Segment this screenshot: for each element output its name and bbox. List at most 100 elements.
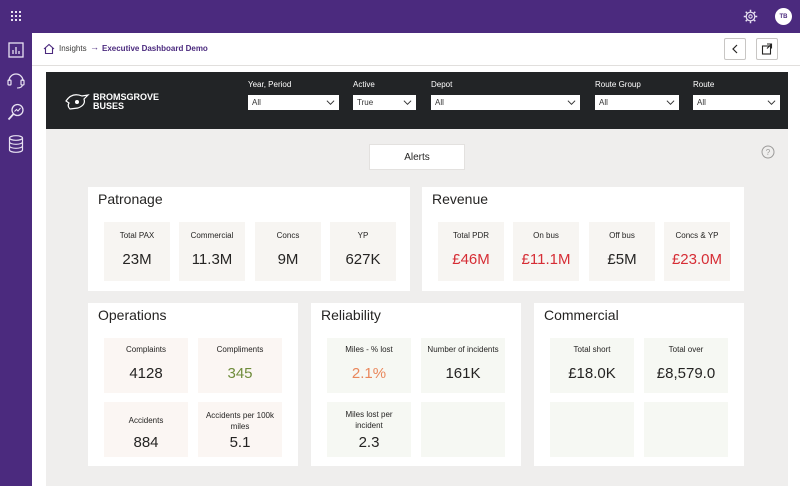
kpi-label: Miles - % lost	[345, 345, 393, 354]
reliability-card: Reliability Miles - % lost 2.1% Number o…	[311, 303, 521, 466]
filter-label: Route Group	[595, 80, 641, 89]
kpi-tile[interactable]: YP 627K	[330, 222, 396, 281]
filter-route-dropdown[interactable]: All	[693, 95, 780, 110]
kpi-tile[interactable]: Total PAX 23M	[104, 222, 170, 281]
filter-year-period-dropdown[interactable]: All	[248, 95, 339, 110]
home-icon[interactable]	[43, 43, 55, 55]
kpi-value: 9M	[277, 251, 299, 268]
kpi-tile[interactable]: Commercial 11.3M	[179, 222, 245, 281]
headset-icon[interactable]	[5, 69, 27, 91]
kpi-label: Off bus	[609, 231, 635, 240]
avatar[interactable]: TB	[775, 8, 792, 25]
kpi-value: 2.3	[358, 434, 380, 451]
chevron-down-icon	[567, 100, 576, 106]
kpi-value: £8,579.0	[656, 365, 716, 382]
kpi-value: £5M	[607, 251, 637, 268]
kpi-tile[interactable]: Accidents per 100k miles 5.1	[198, 402, 282, 457]
card-title: Revenue	[432, 191, 489, 207]
kpi-tile[interactable]: Complaints 4128	[104, 338, 188, 393]
filter-value: All	[435, 98, 444, 107]
chevron-left-icon	[732, 44, 738, 54]
filter-label: Depot	[431, 80, 453, 89]
filter-value: All	[252, 98, 261, 107]
back-button[interactable]	[724, 38, 746, 60]
kpi-tile[interactable]: Total PDR £46M	[438, 222, 504, 281]
card-title: Reliability	[321, 307, 381, 323]
kpi-tile[interactable]: Total over £8,579.0	[644, 338, 728, 393]
database-icon[interactable]	[5, 133, 27, 155]
kpi-value: £18.0K	[568, 365, 616, 382]
revenue-card: Revenue Total PDR £46M On bus £11.1M Off…	[422, 187, 744, 291]
page-title: Executive Dashboard Demo	[102, 44, 208, 53]
chevron-down-icon	[666, 100, 675, 106]
filter-route-group-dropdown[interactable]: All	[595, 95, 679, 110]
kpi-label: Compliments	[216, 345, 264, 354]
filter-active-dropdown[interactable]: True	[353, 95, 416, 110]
kpi-value: 4128	[129, 365, 163, 382]
kpi-tile[interactable]: Total short £18.0K	[550, 338, 634, 393]
kpi-value: 5.1	[229, 434, 251, 451]
kpi-label: On bus	[533, 231, 559, 240]
filter-depot-dropdown[interactable]: All	[431, 95, 580, 110]
logo-text-line2: BUSES	[93, 101, 124, 111]
gear-icon[interactable]	[743, 9, 758, 24]
kpi-tile[interactable]: On bus £11.1M	[513, 222, 579, 281]
kpi-tile[interactable]: Compliments 345	[198, 338, 282, 393]
breadcrumb: Insights → Executive Dashboard Demo	[32, 33, 800, 66]
filter-label: Year, Period	[248, 80, 292, 89]
breadcrumb-insights-link[interactable]: Insights	[59, 44, 87, 53]
kpi-tile[interactable]: Concs & YP £23.0M	[664, 222, 730, 281]
svg-text:?: ?	[766, 148, 771, 157]
company-logo: BROMSGROVE BUSES	[65, 92, 159, 111]
kpi-label: Miles lost per incident	[345, 410, 393, 430]
kpi-tile[interactable]: Miles lost per incident 2.3	[327, 402, 411, 457]
breadcrumb-separator: →	[90, 42, 99, 52]
chevron-down-icon	[767, 100, 776, 106]
filter-label: Route	[693, 80, 715, 89]
filter-value: All	[599, 98, 608, 107]
kpi-label: Total PAX	[119, 231, 155, 240]
search-analytics-icon[interactable]	[5, 101, 27, 123]
kpi-label: Total short	[573, 345, 611, 354]
kpi-value: 11.3M	[191, 251, 233, 268]
kpi-tile[interactable]: Number of incidents 161K	[421, 338, 505, 393]
kpi-label: Number of incidents	[427, 345, 499, 354]
filter-active: Active True	[353, 80, 416, 110]
filter-banner: BROMSGROVE BUSES Year, Period All Active…	[46, 72, 788, 129]
kpi-label: Accidents	[128, 416, 164, 425]
share-icon	[761, 43, 773, 55]
kpi-value: £23.0M	[671, 251, 723, 268]
kpi-value: 627K	[345, 251, 381, 268]
kpi-tile[interactable]: Accidents 884	[104, 402, 188, 457]
alerts-button[interactable]: Alerts	[369, 144, 465, 170]
left-rail	[0, 33, 32, 486]
filter-route-group: Route Group All	[595, 80, 679, 110]
kpi-label: Complaints	[125, 345, 166, 354]
filter-value: All	[697, 98, 706, 107]
kpi-value: £11.1M	[521, 251, 571, 268]
kpi-value: 345	[227, 365, 253, 382]
kpi-tile[interactable]: Off bus £5M	[589, 222, 655, 281]
kpi-tile[interactable]: Miles - % lost 2.1%	[327, 338, 411, 393]
card-title: Operations	[98, 307, 167, 323]
kpi-label: YP	[357, 231, 369, 240]
filter-value: True	[357, 98, 374, 107]
chevron-down-icon	[326, 100, 335, 106]
report-icon[interactable]	[5, 39, 27, 61]
waffle-icon[interactable]	[11, 11, 21, 21]
report-canvas: BROMSGROVE BUSES Year, Period All Active…	[46, 72, 788, 486]
top-bar: TB	[0, 0, 800, 33]
empty-kpi-tile	[644, 402, 728, 457]
kpi-tile[interactable]: Concs 9M	[255, 222, 321, 281]
kpi-label: Total PDR	[452, 231, 489, 240]
filter-depot: Depot All	[431, 80, 580, 110]
chevron-down-icon	[403, 100, 412, 106]
logo-text-line1: BROMSGROVE	[93, 92, 159, 102]
kpi-label: Concs & YP	[675, 231, 719, 240]
empty-kpi-tile	[421, 402, 505, 457]
share-button[interactable]	[756, 38, 778, 60]
kpi-value: 2.1%	[351, 365, 387, 382]
help-icon[interactable]: ?	[761, 145, 775, 159]
kpi-label: Concs	[276, 231, 300, 240]
kpi-value: 23M	[122, 251, 152, 268]
